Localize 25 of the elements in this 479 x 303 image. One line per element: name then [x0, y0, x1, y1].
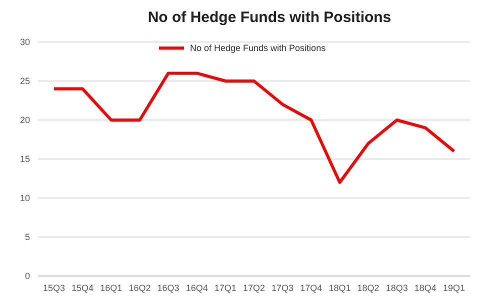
x-tick-label: 17Q1 [214, 283, 236, 293]
legend-label: No of Hedge Funds with Positions [190, 43, 326, 54]
x-tick-label: 18Q1 [328, 283, 351, 293]
x-tick-label: 16Q2 [128, 283, 151, 293]
x-tick-label: 17Q3 [272, 283, 294, 293]
x-tick-label: 18Q4 [414, 283, 436, 293]
y-tick-label: 20 [20, 115, 30, 126]
x-tick-label: 17Q2 [242, 283, 266, 293]
y-tick-label: 5 [24, 232, 30, 242]
y-tick-label: 15 [20, 154, 30, 164]
x-tick-label: 19Q1 [442, 283, 466, 293]
x-tick-label: 16Q3 [157, 283, 180, 293]
line-series [52, 72, 456, 184]
x-tick-label: 18Q2 [357, 283, 380, 293]
x-tick-label: 16Q1 [100, 283, 122, 293]
y-tick-label: 30 [20, 37, 30, 48]
y-tick-label: 25 [20, 76, 30, 86]
x-tick-label: 15Q4 [72, 283, 94, 293]
x-tick-label: 16Q4 [186, 283, 208, 293]
x-tick-label: 18Q3 [386, 283, 408, 293]
y-tick-label: 10 [20, 193, 30, 204]
y-tick-label: 0 [24, 271, 30, 282]
chart-title: No of Hedge Funds with Positions [148, 9, 392, 26]
x-tick-label: 15Q3 [42, 283, 66, 293]
x-tick-label: 17Q4 [300, 283, 322, 293]
